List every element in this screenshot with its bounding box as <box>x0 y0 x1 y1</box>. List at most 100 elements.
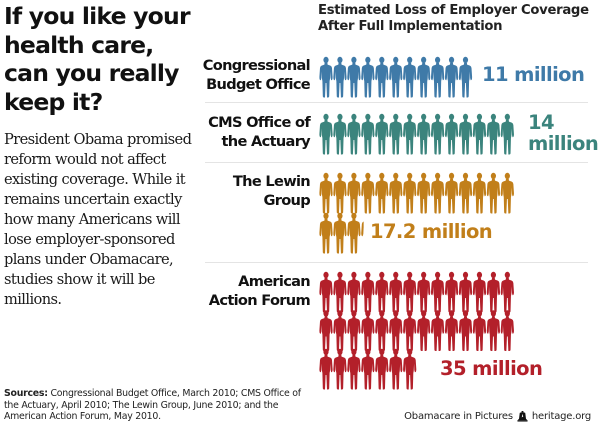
value-label-line: 11 million <box>482 63 585 86</box>
headline-line: health care, <box>4 30 154 59</box>
person-icon <box>319 172 333 214</box>
person-icon <box>403 348 417 390</box>
headline-line: can you really <box>4 59 180 87</box>
person-icon <box>486 271 501 313</box>
value-label-cbo: 11 million <box>482 63 585 86</box>
row-label-line: the Actuary <box>221 133 310 150</box>
person-icon <box>444 172 459 214</box>
person-icon <box>375 348 389 390</box>
row-label-line: Congressional <box>202 57 311 74</box>
person-icon <box>347 172 361 214</box>
row-divider <box>205 102 588 103</box>
person-icon <box>361 310 375 351</box>
person-icon <box>444 113 459 155</box>
person-icon <box>319 310 333 351</box>
person-icon <box>375 310 389 351</box>
sources-note: Sources: Congressional Budget Office, Ma… <box>4 388 304 423</box>
row-label-line: The Lewin <box>232 173 311 190</box>
person-icon <box>417 113 431 155</box>
person-icon <box>319 348 333 390</box>
liberty-bell-icon <box>517 411 528 422</box>
person-icon <box>458 172 473 214</box>
person-icon <box>417 172 431 214</box>
person-icon <box>347 113 361 155</box>
person-icon <box>319 113 333 155</box>
person-icon <box>444 56 459 98</box>
person-icon <box>361 348 375 390</box>
person-icon <box>430 172 445 214</box>
person-icon <box>319 271 333 313</box>
footer: Obamacare in Pictures heritage.org <box>404 411 591 422</box>
person-icon <box>430 271 445 313</box>
person-icon-partial <box>361 212 364 254</box>
person-icon <box>347 348 361 390</box>
sources-label: Sources: <box>4 388 48 399</box>
person-icon <box>444 271 459 313</box>
person-icon <box>486 172 501 214</box>
row-label-line: CMS Office of <box>208 114 311 131</box>
person-icon <box>389 348 403 390</box>
row-label-line: Action Forum <box>208 292 311 309</box>
intro-paragraph: President Obama promised reform would no… <box>4 131 192 308</box>
person-icon <box>347 56 361 98</box>
person-icon <box>458 56 473 98</box>
person-icon <box>403 271 417 313</box>
person-icon <box>375 271 389 313</box>
person-icon <box>375 172 389 214</box>
person-icon <box>333 310 347 351</box>
row-label-line: American <box>238 273 311 290</box>
person-icon <box>458 271 473 313</box>
value-label-cms: 14 million <box>528 111 599 155</box>
value-label-line: million <box>528 132 599 155</box>
person-icon <box>430 113 445 155</box>
person-icon <box>444 310 459 351</box>
person-icon <box>333 348 347 390</box>
person-icon <box>389 113 403 155</box>
value-label-lewin: 17.2 million <box>370 220 493 243</box>
person-icon <box>458 310 473 351</box>
chart-title: Estimated Loss of Employer Coverage Afte… <box>318 3 598 35</box>
person-icon <box>486 310 501 351</box>
person-icon <box>430 310 445 351</box>
person-icon <box>486 113 501 155</box>
figure-group-lewin <box>319 172 514 254</box>
person-icon <box>472 113 487 155</box>
person-icon <box>472 172 487 214</box>
headline: If you like your health care, can you re… <box>4 2 204 116</box>
value-label-line: 17.2 million <box>370 220 493 243</box>
row-label-line: Group <box>263 192 310 209</box>
figure-group-cms <box>319 113 514 155</box>
row-label-line: Budget Office <box>206 76 311 93</box>
value-label-aaf: 35 million <box>440 357 543 380</box>
person-icon <box>389 56 403 98</box>
person-icon <box>361 113 375 155</box>
person-icon <box>361 271 375 313</box>
person-icon <box>347 271 361 313</box>
person-icon <box>389 172 403 214</box>
chart-title-line: Estimated Loss of Employer Coverage <box>318 3 589 18</box>
person-icon <box>500 172 514 214</box>
person-icon <box>403 172 417 214</box>
row-divider <box>205 162 588 163</box>
person-icon <box>403 56 417 98</box>
person-icon <box>403 310 417 351</box>
person-icon <box>333 212 347 254</box>
person-icon <box>333 56 347 98</box>
person-icon <box>417 56 431 98</box>
value-label-line: 14 <box>528 111 555 134</box>
person-icon <box>375 113 389 155</box>
person-icon <box>347 212 361 254</box>
person-icon <box>319 56 333 98</box>
person-icon <box>417 271 431 313</box>
footer-series-name: Obamacare in Pictures <box>404 411 513 422</box>
person-icon <box>430 56 445 98</box>
headline-line: keep it? <box>4 87 103 116</box>
value-label-line: 35 million <box>440 357 543 380</box>
figure-group-aaf <box>319 271 514 390</box>
person-icon <box>361 172 375 214</box>
person-icon <box>333 172 347 214</box>
row-label-cms: CMS Office of the Actuary <box>208 113 311 151</box>
row-label-cbo: Congressional Budget Office <box>202 56 311 94</box>
sources-text: Congressional Budget Office, March 2010;… <box>4 388 301 423</box>
